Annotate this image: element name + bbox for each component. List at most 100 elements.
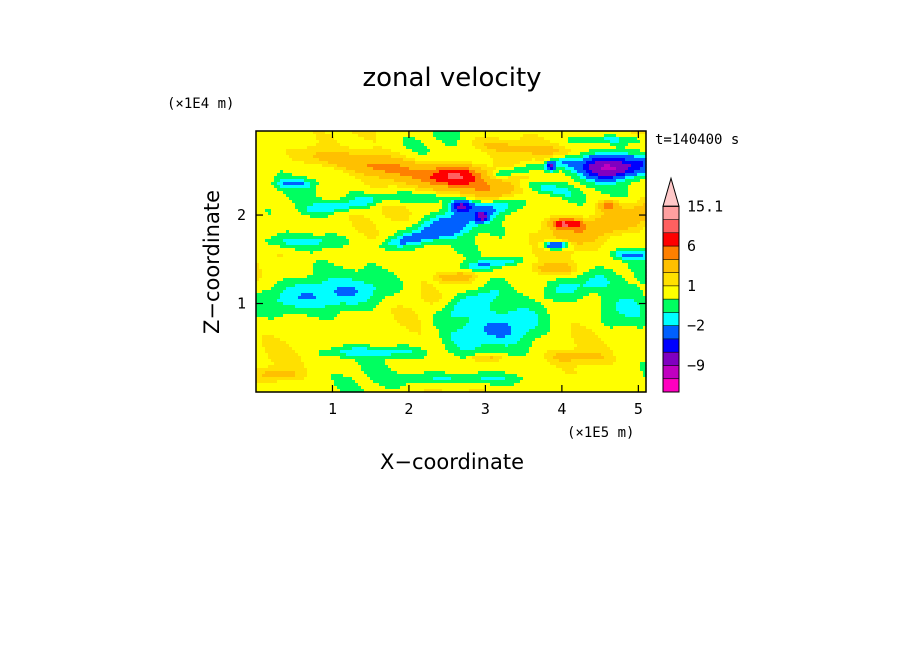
contour-cell (550, 227, 557, 231)
contour-cell (340, 197, 356, 201)
contour-cell (397, 344, 410, 348)
contour-cell (256, 188, 278, 192)
contour-cell (616, 302, 638, 306)
contour-cell (607, 284, 638, 288)
contour-cell (355, 293, 374, 297)
contour-cell (439, 299, 452, 303)
contour-cell (424, 227, 464, 231)
contour-cell (283, 278, 329, 282)
contour-cell (274, 284, 296, 288)
colorbar-label: −2 (687, 317, 705, 335)
contour-cell (334, 380, 356, 384)
contour-cell (442, 296, 455, 300)
contour-cell (583, 203, 596, 207)
contour-cell (256, 278, 260, 282)
contour-cell (556, 161, 563, 165)
contour-cell (598, 335, 647, 339)
contour-cell (442, 338, 452, 342)
contour-cell (505, 218, 545, 222)
contour-cell (517, 308, 530, 312)
contour-cell (550, 215, 584, 219)
contour-cell (397, 185, 419, 189)
contour-cell (277, 173, 293, 177)
contour-cell (550, 167, 554, 171)
contour-cell (349, 242, 383, 246)
contour-cell (388, 185, 398, 189)
contour-cell (349, 191, 365, 195)
contour-cell (532, 158, 536, 162)
contour-cell (502, 236, 530, 240)
contour-cell (616, 248, 647, 252)
contour-cell (256, 179, 275, 183)
contour-cell (562, 239, 569, 243)
contour-cell (409, 218, 422, 222)
contour-cell (307, 275, 398, 279)
contour-cell (601, 311, 620, 315)
contour-cell (274, 176, 308, 180)
contour-cell (307, 314, 338, 318)
contour-cell (535, 158, 545, 162)
contour-cell (358, 134, 377, 138)
contour-cell (337, 386, 362, 390)
contour-cell (547, 311, 602, 315)
contour-cell (634, 155, 647, 159)
contour-cell (619, 311, 641, 315)
contour-cell (355, 287, 377, 291)
contour-cell (550, 194, 566, 198)
contour-cell (286, 152, 317, 156)
contour-cell (256, 389, 341, 393)
contour-cell (556, 236, 599, 240)
contour-cell (547, 245, 563, 249)
contour-cell (601, 215, 647, 219)
x-axis-label: X−coordinate (380, 450, 524, 474)
contour-cell (640, 311, 647, 315)
contour-cell (304, 179, 317, 183)
contour-cell (511, 332, 527, 336)
contour-cell (526, 332, 548, 336)
contour-cell (577, 170, 587, 174)
contour-cell (556, 290, 575, 294)
contour-cell (256, 344, 263, 348)
contour-cell (499, 170, 530, 174)
contour-cell (274, 362, 305, 366)
contour-cell (514, 185, 521, 189)
contour-cell (505, 335, 524, 339)
contour-cell (301, 359, 356, 363)
colorbar-segment (663, 206, 679, 220)
contour-cell (433, 320, 470, 324)
contour-cell (403, 287, 422, 291)
contour-cell (256, 269, 263, 273)
contour-cell (256, 170, 281, 174)
contour-cell (520, 182, 530, 186)
contour-cell (256, 302, 284, 306)
contour-cell (586, 170, 593, 174)
contour-cell (529, 350, 548, 354)
contour-cell (601, 209, 647, 213)
contour-cell (397, 230, 413, 234)
contour-cell (529, 239, 545, 243)
contour-cell (274, 335, 440, 339)
contour-cell (613, 326, 638, 330)
contour-cell (256, 224, 353, 228)
contour-cell (451, 311, 497, 315)
contour-cell (490, 188, 515, 192)
contour-cell (490, 266, 503, 270)
contour-cell (640, 368, 647, 372)
contour-cell (574, 179, 587, 183)
contour-cell (421, 293, 443, 297)
contour-cell (433, 284, 485, 288)
contour-cell (313, 251, 458, 255)
contour-cell (451, 299, 461, 303)
contour-cell (427, 281, 440, 285)
contour-cell (568, 137, 605, 141)
contour-cell (331, 374, 344, 378)
time-label: t=140400 s (655, 132, 739, 148)
contour-cell (307, 146, 350, 150)
contour-cell (589, 164, 605, 168)
contour-cell (346, 302, 359, 306)
contour-cell (613, 176, 626, 180)
contour-cell (562, 224, 569, 228)
contour-cell (493, 218, 506, 222)
contour-cell (406, 242, 422, 246)
contour-cell (583, 230, 614, 234)
